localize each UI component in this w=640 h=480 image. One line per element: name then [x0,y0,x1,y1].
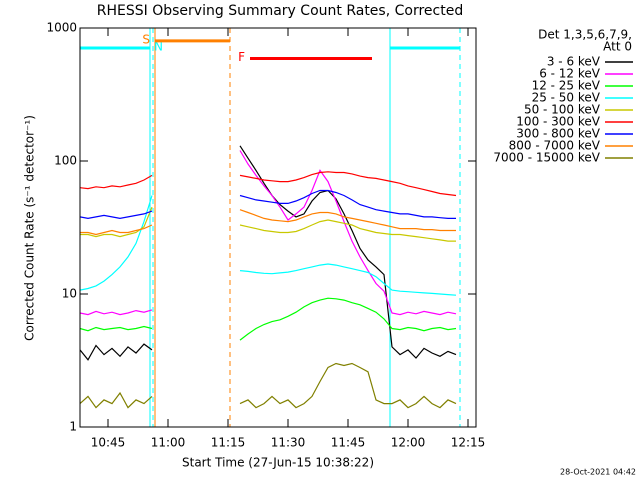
legend-label: 25 - 50 keV [532,91,601,105]
legend-header: Det 1,3,5,6,7,9, [538,28,632,42]
plot-frame [79,27,477,428]
legend-label: 3 - 6 keV [547,55,601,69]
legend-label: 100 - 300 keV [516,115,600,129]
legend-label: 300 - 800 keV [516,127,600,141]
y-tick-label: 100 [54,154,77,168]
series-line [79,362,457,409]
interval-label: F [238,50,245,64]
y-tick-label: 1 [69,420,77,434]
y-tick-label: 1000 [46,21,77,35]
series-line [79,297,457,341]
legend-label: 7000 - 15000 keV [493,151,600,165]
interval-label: S [142,32,150,46]
x-tick-label: 12:00 [391,436,426,450]
x-tick-label: 11:30 [271,436,306,450]
series-line [79,171,457,197]
x-tick-label: 10:45 [91,436,126,450]
series-line [79,195,457,296]
legend-label: 800 - 7000 keV [509,139,601,153]
series-line [79,150,457,316]
y-axis-label: Corrected Count Rate (s⁻¹ detector⁻¹) [23,115,37,341]
legend-label: 12 - 25 keV [532,79,601,93]
series-line [79,189,456,220]
footer: 28-Oct-2021 04:42 [560,468,636,477]
legend-label: 50 - 100 keV [524,103,601,117]
x-tick-label: 12:15 [451,436,486,450]
legend-label: 6 - 12 keV [539,67,601,81]
x-tick-label: 11:45 [331,436,366,450]
legend-header: Att 0 [603,40,632,54]
series-line [79,145,457,361]
y-tick-label: 10 [62,287,77,301]
interval-label: N [154,39,163,53]
x-axis-label: Start Time (27-Jun-15 10:38:22) [182,456,374,470]
series-line [80,209,456,236]
chart-title: RHESSI Observing Summary Count Rates, Co… [97,3,463,19]
x-tick-label: 11:15 [211,436,246,450]
x-tick-label: 11:00 [151,436,186,450]
